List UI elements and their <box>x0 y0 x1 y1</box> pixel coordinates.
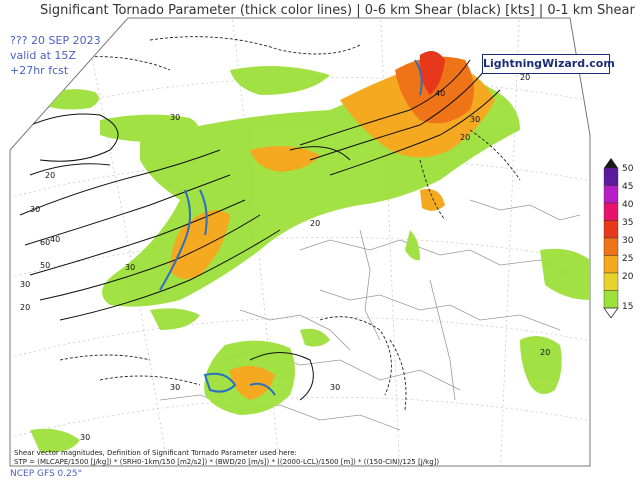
contour-label: 30 <box>80 433 90 442</box>
contour-label: 40 <box>435 89 445 98</box>
contour-label: 50 <box>40 261 50 270</box>
contour-label: 30 <box>30 205 40 214</box>
legend-label: 40 <box>622 200 634 210</box>
footnote-line2: STP = (MLCAPE/1500 [J/kg]) * (SRH0-1km/1… <box>14 458 440 466</box>
legend-label: 20 <box>622 272 634 282</box>
contour-label: 30 <box>125 263 135 272</box>
contour-labels: 20 30 40 50 60 30 20 30 40 30 20 20 30 3… <box>20 73 550 442</box>
contour-label: 20 <box>20 303 30 312</box>
forecast-hour: +27hr fcst <box>10 64 69 77</box>
brand-logo: LightningWizard.com <box>482 54 615 74</box>
contour-label: 30 <box>470 115 480 124</box>
footnote-line1: Shear vector magnitudes, Definition of S… <box>14 449 297 457</box>
model-label: NCEP GFS 0.25° <box>10 469 83 479</box>
legend-bottom-cap <box>603 307 619 318</box>
valid-time: valid at 15Z <box>10 49 76 62</box>
stp-contours <box>159 59 423 396</box>
contour-label: 20 <box>460 133 470 142</box>
legend-label: 50 <box>622 164 634 174</box>
contour-label: 30 <box>20 280 30 289</box>
definition-footnote: Shear vector magnitudes, Definition of S… <box>14 449 574 467</box>
shear-shading-high <box>170 51 495 400</box>
legend-label: 35 <box>622 218 634 228</box>
contour-label: 20 <box>45 171 55 180</box>
legend-swatch <box>603 167 619 186</box>
legend-label: 45 <box>622 182 634 192</box>
legend-label: 15 <box>622 302 634 312</box>
legend-swatch <box>603 255 619 274</box>
shear-contours-dashed <box>59 36 521 411</box>
contour-label: 30 <box>330 383 340 392</box>
run-date: ??? 20 SEP 2023 <box>10 34 101 47</box>
legend-swatch <box>603 185 619 204</box>
contour-label: 20 <box>540 348 550 357</box>
legend-bar <box>603 158 619 318</box>
legend-top-cap <box>604 158 618 168</box>
legend-swatch <box>603 272 619 291</box>
legend-label: 25 <box>622 254 634 264</box>
contour-label: 20 <box>520 73 530 82</box>
run-info: ??? 20 SEP 2023 valid at 15Z +27hr fcst <box>10 33 101 78</box>
contour-label: 40 <box>50 235 60 244</box>
legend-label: 30 <box>622 236 634 246</box>
legend-swatch <box>603 202 619 221</box>
color-legend: 50 45 40 35 30 25 20 15 <box>602 158 638 318</box>
legend-swatch <box>603 237 619 256</box>
contour-label: 30 <box>170 113 180 122</box>
shear-contours <box>19 59 501 401</box>
map-title: Significant Tornado Parameter (thick col… <box>40 3 635 18</box>
contour-label: 30 <box>170 383 180 392</box>
contour-label: 60 <box>40 238 50 247</box>
legend-swatch <box>603 290 619 309</box>
legend-swatch <box>603 220 619 239</box>
contour-label: 20 <box>310 219 320 228</box>
